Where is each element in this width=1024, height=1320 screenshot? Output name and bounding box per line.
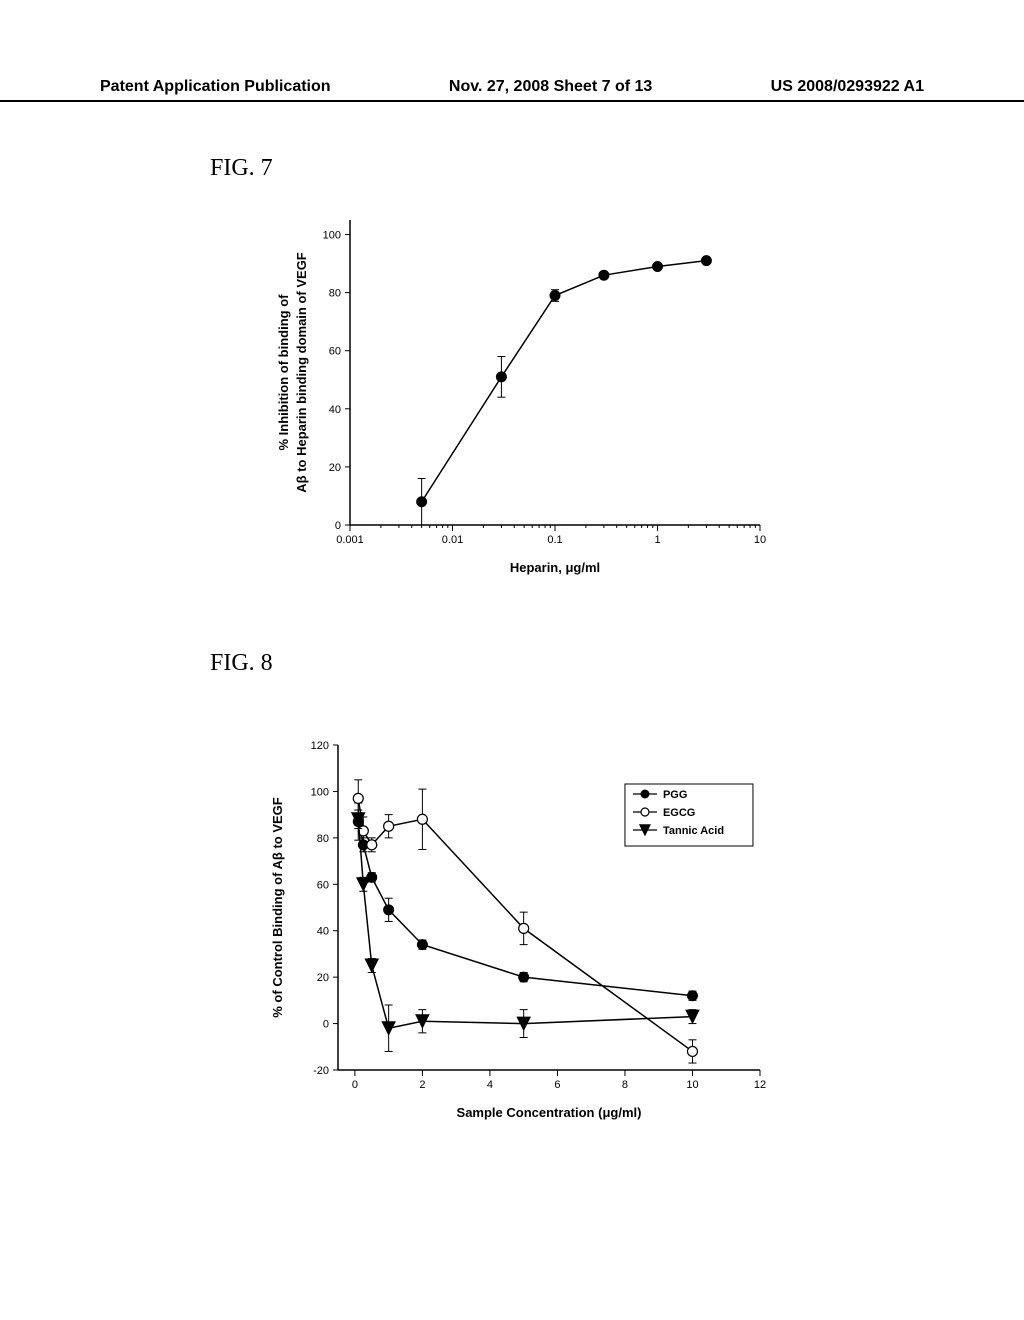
svg-text:Heparin, μg/ml: Heparin, μg/ml (510, 560, 600, 575)
svg-text:60: 60 (329, 346, 341, 358)
svg-text:8: 8 (622, 1079, 628, 1091)
svg-text:40: 40 (317, 926, 329, 938)
svg-text:10: 10 (686, 1079, 698, 1091)
svg-text:120: 120 (311, 740, 329, 752)
svg-text:10: 10 (754, 534, 766, 546)
svg-text:Tannic Acid: Tannic Acid (663, 825, 724, 837)
fig8-chart: -20 0 20 40 60 80 100 120 0 2 4 6 8 10 12 PGG EGCG Tannic… (260, 735, 780, 1125)
svg-text:4: 4 (487, 1079, 493, 1091)
svg-text:6: 6 (554, 1079, 560, 1091)
svg-text:% of Control Binding of Aβ to: % of Control Binding of Aβ to VEGF (270, 797, 285, 1018)
svg-text:Sample Concentration (μg/ml): Sample Concentration (μg/ml) (457, 1105, 642, 1120)
svg-text:PGG: PGG (663, 789, 687, 801)
svg-text:2: 2 (419, 1079, 425, 1091)
fig8-label: FIG. 8 (210, 650, 273, 677)
svg-text:40: 40 (329, 404, 341, 416)
svg-text:1: 1 (654, 534, 660, 546)
svg-text:0: 0 (323, 1019, 329, 1031)
svg-text:Aβ to Heparin binding domain o: Aβ to Heparin binding domain of VEGF (294, 252, 309, 493)
page-header: Patent Application Publication Nov. 27, … (0, 78, 1024, 102)
svg-text:12: 12 (754, 1079, 766, 1091)
header-left: Patent Application Publication (100, 78, 331, 96)
svg-text:0.1: 0.1 (547, 534, 562, 546)
svg-text:80: 80 (317, 833, 329, 845)
svg-text:% Inhibition of binding of: % Inhibition of binding of (276, 294, 291, 451)
svg-text:EGCG: EGCG (663, 807, 695, 819)
fig7-chart: 0 20 40 60 80 100 0.001 0.01 0.1 1 10 Heparin, μg/m… (260, 210, 780, 580)
header-right: US 2008/0293922 A1 (771, 78, 924, 96)
fig7-label: FIG. 7 (210, 155, 273, 182)
header-center: Nov. 27, 2008 Sheet 7 of 13 (449, 78, 652, 96)
svg-text:0.001: 0.001 (336, 534, 364, 546)
svg-text:0: 0 (352, 1079, 358, 1091)
svg-text:20: 20 (317, 972, 329, 984)
svg-text:-20: -20 (313, 1065, 329, 1077)
svg-text:80: 80 (329, 288, 341, 300)
svg-text:20: 20 (329, 462, 341, 474)
svg-text:60: 60 (317, 879, 329, 891)
svg-text:0: 0 (335, 520, 341, 532)
svg-text:0.01: 0.01 (442, 534, 463, 546)
svg-text:100: 100 (311, 786, 329, 798)
svg-text:100: 100 (323, 230, 341, 242)
